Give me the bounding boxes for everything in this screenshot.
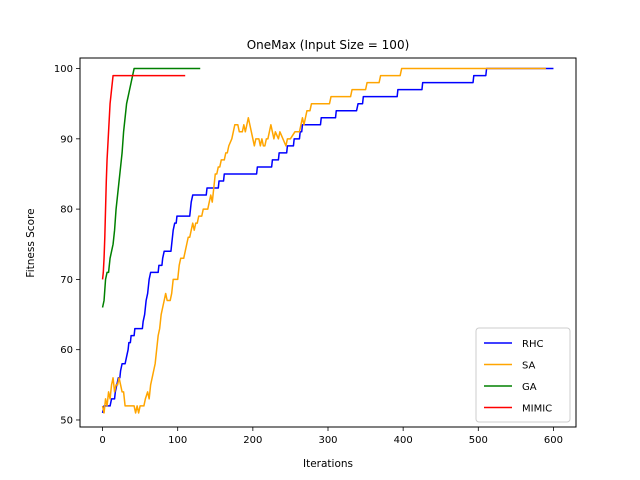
series-line-sa xyxy=(101,67,546,414)
x-tick-label: 500 xyxy=(469,435,488,446)
y-tick-label: 80 xyxy=(60,205,73,216)
series-line-mimic xyxy=(101,74,186,280)
legend-label-rhc: RHC xyxy=(522,339,543,350)
x-tick-label: 200 xyxy=(243,435,262,446)
y-tick-label: 60 xyxy=(60,345,73,356)
x-axis: 0 100 200 300 400 500 600 xyxy=(99,427,563,446)
x-tick-label: 100 xyxy=(168,435,187,446)
chart-title: OneMax (Input Size = 100) xyxy=(247,38,410,52)
y-tick-label: 50 xyxy=(60,415,73,426)
x-tick-label: 300 xyxy=(318,435,337,446)
legend-box xyxy=(475,327,571,423)
series-line-ga xyxy=(101,67,201,308)
legend-label-ga: GA xyxy=(522,382,537,393)
plot-area xyxy=(101,67,554,414)
y-tick-label: 100 xyxy=(54,64,73,75)
legend-label-sa: SA xyxy=(522,361,536,372)
legend-label-mimic: MIMIC xyxy=(522,404,552,415)
x-tick-label: 600 xyxy=(544,435,563,446)
y-axis: 50 60 70 80 90 100 xyxy=(54,64,80,426)
series-line-rhc xyxy=(101,67,554,414)
y-tick-label: 90 xyxy=(60,134,73,145)
x-tick-label: 400 xyxy=(394,435,413,446)
y-tick-label: 70 xyxy=(60,275,73,286)
x-tick-label: 0 xyxy=(99,435,105,446)
x-axis-title: Iterations xyxy=(303,458,353,470)
legend: RHC SA GA MIMIC xyxy=(475,327,571,423)
y-axis-title: Fitness Score xyxy=(25,208,37,277)
